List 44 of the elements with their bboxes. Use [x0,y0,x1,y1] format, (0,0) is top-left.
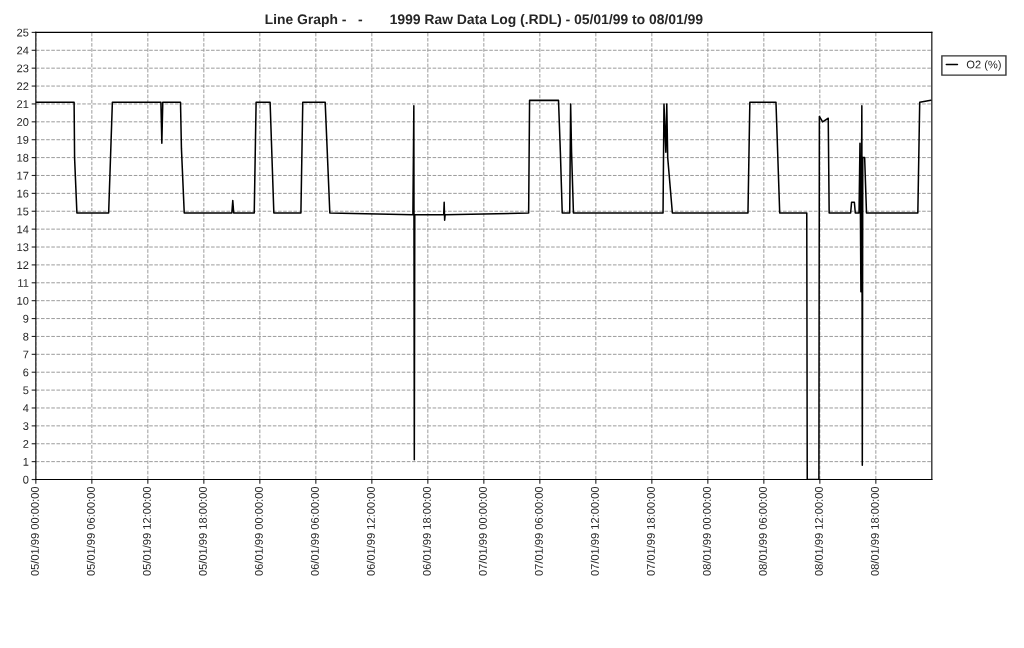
y-tick-label: 11 [18,279,29,287]
y-tick-label: 1 [23,458,29,466]
x-tick-label: 08/01/99 06:00:00 [758,486,767,576]
y-tick-label: 22 [17,82,29,91]
y-tick-label: 17 [17,171,29,180]
y-tick-label: 9 [23,314,29,323]
x-tick-label: 08/01/99 18:00:00 [870,486,879,576]
y-tick-label: 0 [23,475,29,484]
y-tick-label: 25 [17,28,29,37]
x-tick-label: 05/01/99 18:00:00 [198,486,207,576]
y-tick-label: 18 [17,153,29,162]
x-tick-label: 06/01/99 12:00:00 [366,486,375,576]
x-tick-label: 07/01/99 06:00:00 [534,486,543,576]
legend-label: O2 (%) [966,60,1001,71]
chart-title: Line Graph - - 1999 Raw Data Log (.RDL) - 05/01/99 to 08/01/99 [265,14,703,28]
y-tick-label: 5 [23,386,29,395]
x-tick-label: 05/01/99 12:00:00 [142,486,151,576]
x-tick-label: 06/01/99 06:00:00 [310,486,319,576]
x-tick-label: 07/01/99 18:00:00 [646,486,655,576]
y-tick-label: 4 [22,404,29,413]
y-tick-label: 15 [17,207,29,216]
x-tick-label: 06/01/99 18:00:00 [422,486,431,576]
y-tick-label: 20 [17,118,29,126]
x-tick-label: 07/01/99 12:00:00 [590,486,599,576]
y-tick-label: 2 [23,440,29,448]
y-tick-label: 16 [17,189,29,198]
y-tick-label: 12 [17,261,29,269]
x-tick-label: 08/01/99 12:00:00 [814,486,823,576]
y-tick-label: 10 [17,296,29,305]
x-tick-label: 05/01/99 00:00:00 [30,486,39,576]
y-tick-label: 13 [17,243,29,252]
x-tick-label: 07/01/99 00:00:00 [478,486,487,576]
y-tick-label: 6 [23,368,29,377]
y-tick-label: 23 [17,64,29,73]
y-tick-label: 21 [17,100,29,108]
x-tick-label: 05/01/99 06:00:00 [86,486,95,576]
y-tick-label: 8 [23,332,29,341]
y-tick-label: 14 [17,225,29,234]
y-tick-label: 3 [23,422,29,430]
x-tick-label: 06/01/99 00:00:00 [254,486,263,576]
x-tick-label: 08/01/99 00:00:00 [702,486,711,576]
y-tick-label: 19 [17,135,29,144]
y-tick-label: 7 [23,350,29,359]
y-tick-label: 24 [17,46,29,55]
